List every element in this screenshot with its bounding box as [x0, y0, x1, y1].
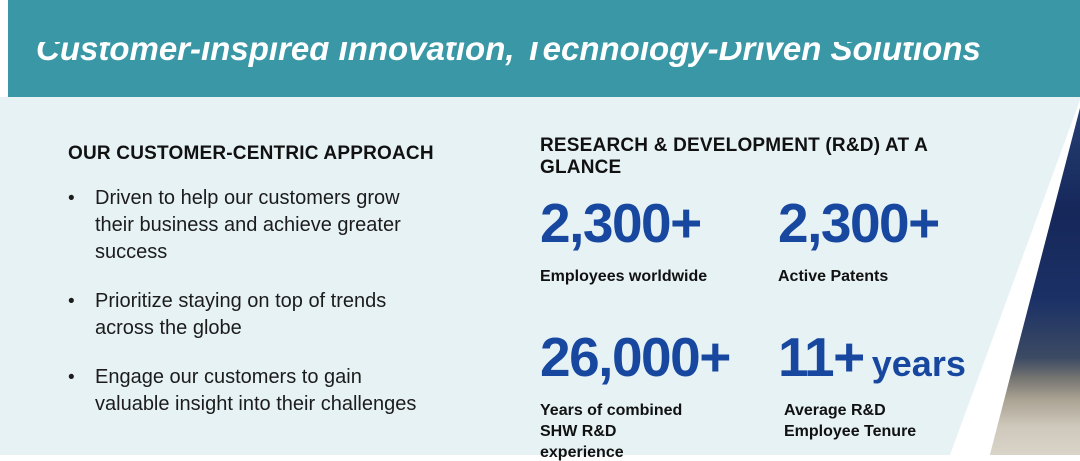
approach-bullet-list: • Driven to help our customers grow thei… — [68, 185, 440, 418]
bullet-icon: • — [68, 188, 75, 209]
stat-label: Years of combined SHW R&D experience — [540, 402, 683, 461]
stat-value: 2,300+ — [778, 193, 1010, 260]
stat-number: 26,000+ — [540, 326, 731, 388]
stat-number: 2,300+ — [778, 192, 940, 254]
list-item: • Driven to help our customers grow thei… — [68, 185, 440, 266]
stat-rd-experience-years: 26,000+ Years of combined SHW R&D experi… — [540, 327, 778, 461]
approach-heading: OUR CUSTOMER-CENTRIC APPROACH — [68, 143, 434, 164]
stat-active-patents: 2,300+ Active Patents — [778, 193, 1010, 287]
stat-label: Average R&D Employee Tenure — [784, 402, 917, 440]
rd-glance-section: RESEARCH & DEVELOPMENT (R&D) AT A GLANCE… — [540, 135, 1010, 461]
bullet-text: Engage our customers to gain valuable in… — [95, 366, 417, 415]
stat-number: 2,300+ — [540, 192, 702, 254]
stat-value: 2,300+ — [540, 193, 778, 260]
bullet-icon: • — [68, 291, 75, 312]
list-item: • Prioritize staying on top of trends ac… — [68, 288, 440, 342]
stat-value: 11+ years — [778, 327, 1010, 394]
content-band — [0, 97, 1080, 455]
bullet-icon: • — [68, 367, 75, 388]
slide-title: Customer-Inspired Innovation, Technology… — [36, 42, 981, 67]
stat-value: 26,000+ — [540, 327, 778, 394]
rd-stats-grid: 2,300+ Employees worldwide 2,300+ Active… — [540, 193, 1010, 461]
list-item: • Engage our customers to gain valuable … — [68, 364, 440, 418]
stat-label: Active Patents — [778, 268, 889, 285]
stat-employees-worldwide: 2,300+ Employees worldwide — [540, 193, 778, 287]
bullet-text: Prioritize staying on top of trends acro… — [95, 290, 387, 339]
approach-section: OUR CUSTOMER-CENTRIC APPROACH • Driven t… — [68, 143, 440, 440]
stat-unit: years — [871, 343, 966, 384]
stat-number: 11+ — [778, 326, 865, 388]
slide-title-clip: Customer-Inspired Innovation, Technology… — [36, 42, 1060, 74]
rd-glance-heading: RESEARCH & DEVELOPMENT (R&D) AT A GLANCE — [540, 135, 928, 178]
slide-title-banner: Customer-Inspired Innovation, Technology… — [8, 0, 1080, 97]
bullet-text: Driven to help our customers grow their … — [95, 187, 401, 263]
stat-label: Employees worldwide — [540, 268, 708, 285]
stat-average-employee-tenure: 11+ years Average R&D Employee Tenure — [778, 327, 1010, 461]
